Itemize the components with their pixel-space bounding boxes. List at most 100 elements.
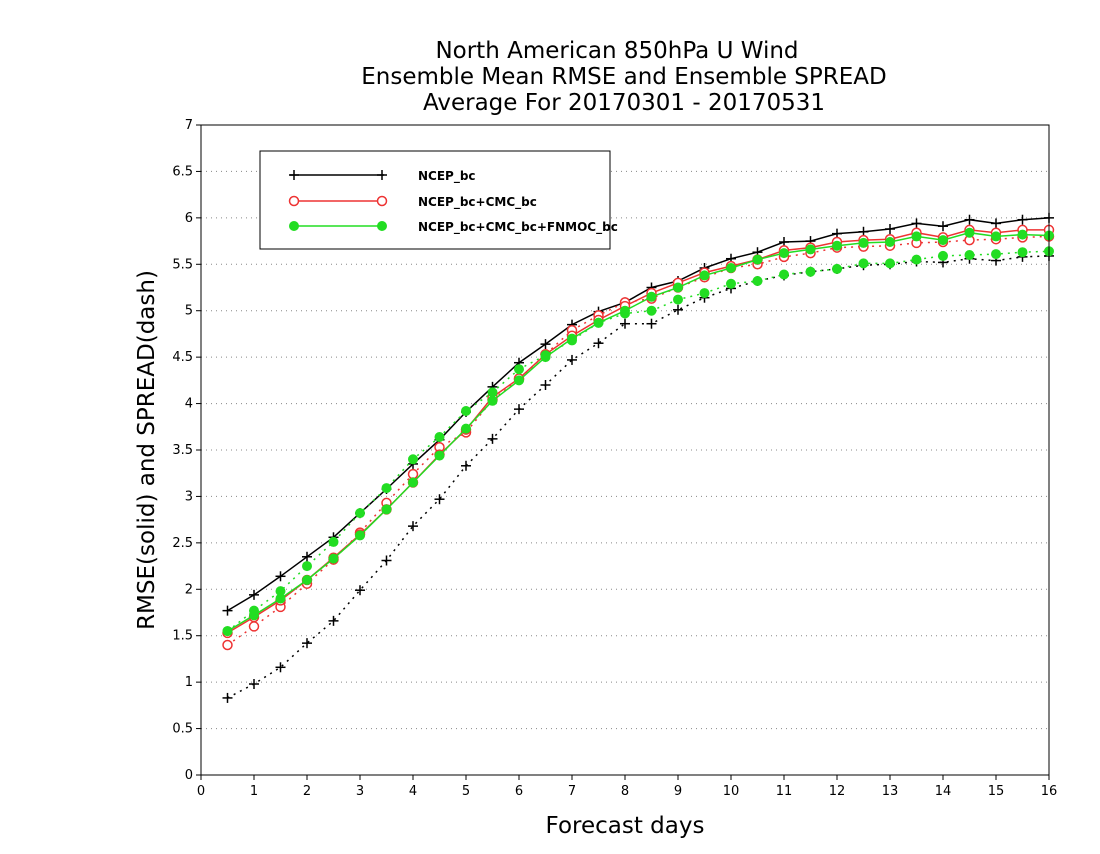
legend-marker-ncep-bc-cmc-bc-fnmoc-bc	[377, 221, 387, 231]
y-tick-label: 3	[185, 489, 193, 504]
rmse-point-ncep-bc-cmc-bc-fnmoc-bc	[355, 530, 365, 541]
series-ncep-bc	[222, 212, 1054, 703]
rmse-point-ncep-bc-cmc-bc-fnmoc-bc	[752, 254, 763, 265]
grid-lines	[201, 170, 1049, 730]
rmse-line-ncep-bc-cmc-bc	[227, 229, 1049, 634]
rmse-point-ncep-bc-cmc-bc-fnmoc-bc	[620, 305, 630, 316]
y-tick-label: 6.5	[172, 164, 193, 179]
legend: NCEP_bc NCEP_bc+CMC_bc NCEP_bc+CMC_bc+FN…	[259, 150, 618, 250]
rmse-point-ncep-bc	[275, 571, 286, 582]
spread-point-ncep-bc	[567, 354, 577, 365]
rmse-point-ncep-bc-cmc-bc-fnmoc-bc	[673, 282, 683, 293]
legend-marker-ncep-bc-cmc-bc	[376, 195, 388, 207]
rmse-point-ncep-bc-cmc-bc-fnmoc-bc	[249, 610, 259, 621]
spread-point-ncep-bc	[355, 585, 365, 596]
rmse-point-ncep-bc-cmc-bc-fnmoc-bc	[1017, 229, 1028, 240]
y-tick-label: 1.5	[172, 629, 193, 644]
y-tick-label: 5.5	[172, 257, 193, 272]
rmse-point-ncep-bc-cmc-bc-fnmoc-bc	[567, 333, 577, 344]
rmse-point-ncep-bc-cmc-bc-fnmoc-bc	[646, 291, 657, 302]
spread-point-ncep-bc-cmc-bc-fnmoc-bc	[328, 536, 339, 547]
spread-point-ncep-bc	[514, 404, 524, 415]
spread-point-ncep-bc	[620, 318, 630, 329]
spread-point-ncep-bc-cmc-bc-fnmoc-bc	[832, 263, 842, 274]
legend-marker-ncep-bc-cmc-bc	[288, 195, 300, 207]
rmse-point-ncep-bc-cmc-bc-fnmoc-bc	[911, 231, 922, 242]
spread-point-ncep-bc-cmc-bc-fnmoc-bc	[964, 250, 975, 260]
plot-frame	[200, 124, 1050, 776]
spread-point-ncep-bc-cmc-bc-fnmoc-bc	[673, 294, 683, 305]
rmse-point-ncep-bc	[302, 551, 312, 562]
rmse-point-ncep-bc-cmc-bc-fnmoc-bc	[540, 352, 551, 363]
spread-point-ncep-bc	[328, 615, 339, 626]
chart-title-line-2: Ensemble Mean RMSE and Ensemble SPREAD	[361, 64, 886, 90]
spread-point-ncep-bc-cmc-bc-fnmoc-bc	[381, 483, 392, 494]
spread-point-ncep-bc	[434, 494, 445, 505]
x-axis-label: Forecast days	[546, 813, 705, 839]
x-tick-label: 5	[462, 784, 470, 799]
spread-point-ncep-bc-cmc-bc-fnmoc-bc	[434, 432, 445, 442]
rmse-point-ncep-bc-cmc-bc-fnmoc-bc	[275, 593, 286, 604]
rmse-point-ncep-bc-cmc-bc-fnmoc-bc	[328, 553, 339, 564]
spread-line-ncep-bc-cmc-bc	[227, 235, 1050, 646]
spread-point-ncep-bc-cmc-bc-fnmoc-bc	[487, 387, 498, 398]
rmse-point-ncep-bc-cmc-bc-fnmoc-bc	[381, 504, 392, 515]
x-tick-label: 9	[674, 784, 682, 799]
legend-marker-ncep-bc	[377, 170, 387, 180]
x-tick-label: 6	[515, 784, 523, 799]
spread-point-ncep-bc-cmc-bc-fnmoc-bc	[408, 454, 418, 465]
y-tick-label: 0.5	[172, 722, 193, 737]
rmse-point-ncep-bc-cmc-bc-fnmoc-bc	[832, 240, 842, 251]
y-axis-label: RMSE(solid) and SPREAD(dash)	[134, 270, 160, 630]
rmse-point-ncep-bc-cmc-bc-fnmoc-bc	[461, 423, 471, 434]
rmse-point-ncep-bc-cmc-bc-fnmoc-bc	[858, 237, 869, 248]
rmse-point-ncep-bc	[911, 218, 922, 229]
rmse-point-ncep-bc	[964, 214, 975, 225]
spread-point-ncep-bc-cmc-bc-fnmoc-bc	[779, 269, 789, 280]
y-tick-label: 5	[185, 304, 193, 319]
spread-point-ncep-bc	[275, 662, 286, 673]
x-tick-label: 4	[409, 784, 417, 799]
spread-point-ncep-bc-cmc-bc-fnmoc-bc	[726, 278, 736, 289]
spread-point-ncep-bc	[249, 679, 259, 689]
spread-point-ncep-bc-cmc-bc-fnmoc-bc	[355, 508, 365, 519]
chart-title-line-3: Average For 20170301 - 20170531	[423, 90, 825, 116]
x-tick-label: 11	[776, 784, 793, 799]
rmse-point-ncep-bc-cmc-bc-fnmoc-bc	[726, 263, 736, 273]
rmse-point-ncep-bc-cmc-bc-fnmoc-bc	[487, 395, 498, 406]
rmse-line-ncep-bc-cmc-bc-fnmoc-bc	[227, 231, 1050, 632]
spread-point-ncep-bc	[222, 692, 233, 703]
x-tick-label: 2	[303, 784, 311, 799]
rmse-point-ncep-bc-cmc-bc-fnmoc-bc	[408, 477, 418, 488]
x-tick-label: 13	[882, 784, 899, 799]
spread-line-ncep-bc-cmc-bc-fnmoc-bc	[227, 250, 1050, 632]
legend-marker-ncep-bc	[289, 170, 299, 180]
spread-point-ncep-bc	[408, 521, 418, 532]
y-tick-label: 7	[185, 118, 193, 133]
spread-point-ncep-bc	[540, 380, 551, 390]
rmse-point-ncep-bc	[540, 339, 551, 350]
series-layer	[222, 212, 1055, 703]
spread-line-ncep-bc	[227, 255, 1050, 699]
rmse-point-ncep-bc	[1017, 214, 1028, 225]
spread-point-ncep-bc-cmc-bc	[222, 639, 233, 651]
x-tick-label: 3	[356, 784, 364, 799]
x-tick-label: 12	[829, 784, 846, 799]
rmse-point-ncep-bc-cmc-bc-fnmoc-bc	[593, 317, 604, 328]
y-tick-label: 4.5	[172, 350, 193, 365]
x-tick-label: 10	[723, 784, 740, 799]
rmse-point-ncep-bc-cmc-bc-fnmoc-bc	[302, 575, 312, 585]
spread-point-ncep-bc-cmc-bc-fnmoc-bc	[938, 250, 948, 261]
spread-point-ncep-bc-cmc-bc-fnmoc-bc	[805, 266, 816, 277]
rmse-line-ncep-bc	[227, 217, 1050, 612]
rmse-point-ncep-bc	[885, 224, 895, 234]
spread-point-ncep-bc-cmc-bc-fnmoc-bc	[699, 288, 710, 299]
rmse-point-ncep-bc-cmc-bc-fnmoc-bc	[964, 227, 975, 238]
spread-point-ncep-bc-cmc-bc-fnmoc-bc	[646, 305, 657, 316]
spread-point-ncep-bc	[302, 638, 312, 649]
rmse-point-ncep-bc	[249, 589, 259, 600]
spread-point-ncep-bc-cmc-bc-fnmoc-bc	[911, 254, 922, 265]
rmse-point-ncep-bc	[938, 221, 948, 232]
